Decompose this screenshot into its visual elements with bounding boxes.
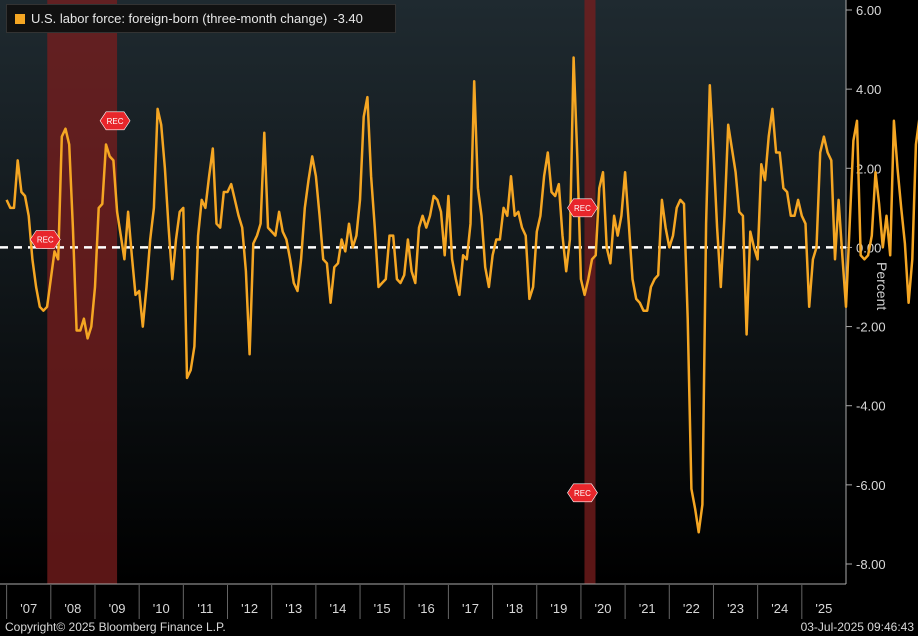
x-tick-label: '25 — [815, 601, 832, 616]
x-tick-label: '24 — [771, 601, 788, 616]
x-axis-band — [0, 585, 918, 619]
x-tick-label: '23 — [727, 601, 744, 616]
series-line-foreign-born — [5, 56, 918, 534]
legend-swatch — [15, 13, 25, 24]
y-tick-label: -6.00 — [856, 478, 886, 493]
x-tick-label: '11 — [197, 601, 213, 616]
x-tick-label: '12 — [241, 601, 258, 616]
x-tick-label: '08 — [64, 601, 81, 616]
legend-label: U.S. labor force: foreign-born (three-mo… — [31, 11, 328, 26]
x-tick-label: '20 — [595, 601, 612, 616]
footer: Copyright© 2025 Bloomberg Finance L.P. 0… — [0, 619, 918, 636]
rec-marker-label: REC — [37, 236, 54, 245]
x-tick-label: '14 — [329, 601, 346, 616]
x-tick-label: '19 — [550, 601, 567, 616]
recession-bands — [47, 0, 596, 584]
rec-marker-label: REC — [574, 489, 591, 498]
recession-band-1 — [584, 0, 596, 584]
timestamp-text: 03-Jul-2025 09:46:43 — [800, 620, 914, 634]
rec-marker: REC — [567, 483, 598, 503]
y-tick-label: -8.00 — [856, 557, 886, 572]
y-tick-label: 2.00 — [856, 161, 881, 176]
rec-marker: REC — [567, 198, 598, 218]
legend-last-value: -3.40 — [333, 11, 363, 26]
x-tick-label: '10 — [153, 601, 170, 616]
x-tick-label: '15 — [374, 601, 391, 616]
y-axis-title: Percent — [874, 262, 890, 311]
x-tick-label: '13 — [285, 601, 302, 616]
y-tick-label: 6.00 — [856, 3, 881, 18]
y-tick-label: 4.00 — [856, 82, 881, 97]
y-tick-label: -2.00 — [856, 320, 886, 335]
copyright-text: Copyright© 2025 Bloomberg Finance L.P. — [5, 620, 226, 634]
rec-marker-label: REC — [574, 204, 591, 213]
plot-background — [0, 0, 846, 584]
legend: U.S. labor force: foreign-born (three-mo… — [6, 4, 396, 33]
x-tick-label: '16 — [418, 601, 435, 616]
x-tick-label: '07 — [20, 601, 37, 616]
x-tick-label: '21 — [639, 601, 656, 616]
x-tick-label: '22 — [683, 601, 700, 616]
rec-marker: REC — [99, 111, 131, 131]
rec-marker-label: REC — [107, 117, 124, 126]
y-tick-label: -4.00 — [856, 399, 886, 414]
recession-band-0 — [47, 0, 118, 584]
rec-marker: REC — [29, 230, 61, 249]
x-tick-label: '17 — [462, 601, 479, 616]
recession-markers: REC REC REC REC — [29, 111, 598, 503]
x-tick-label: '18 — [506, 601, 523, 616]
x-tick-label: '09 — [109, 601, 126, 616]
x-axis-ticks: '07 '08 '09 '10 '11 '12 '13 '14 '15 '16 '17 '18 '19 '… — [6, 585, 832, 619]
